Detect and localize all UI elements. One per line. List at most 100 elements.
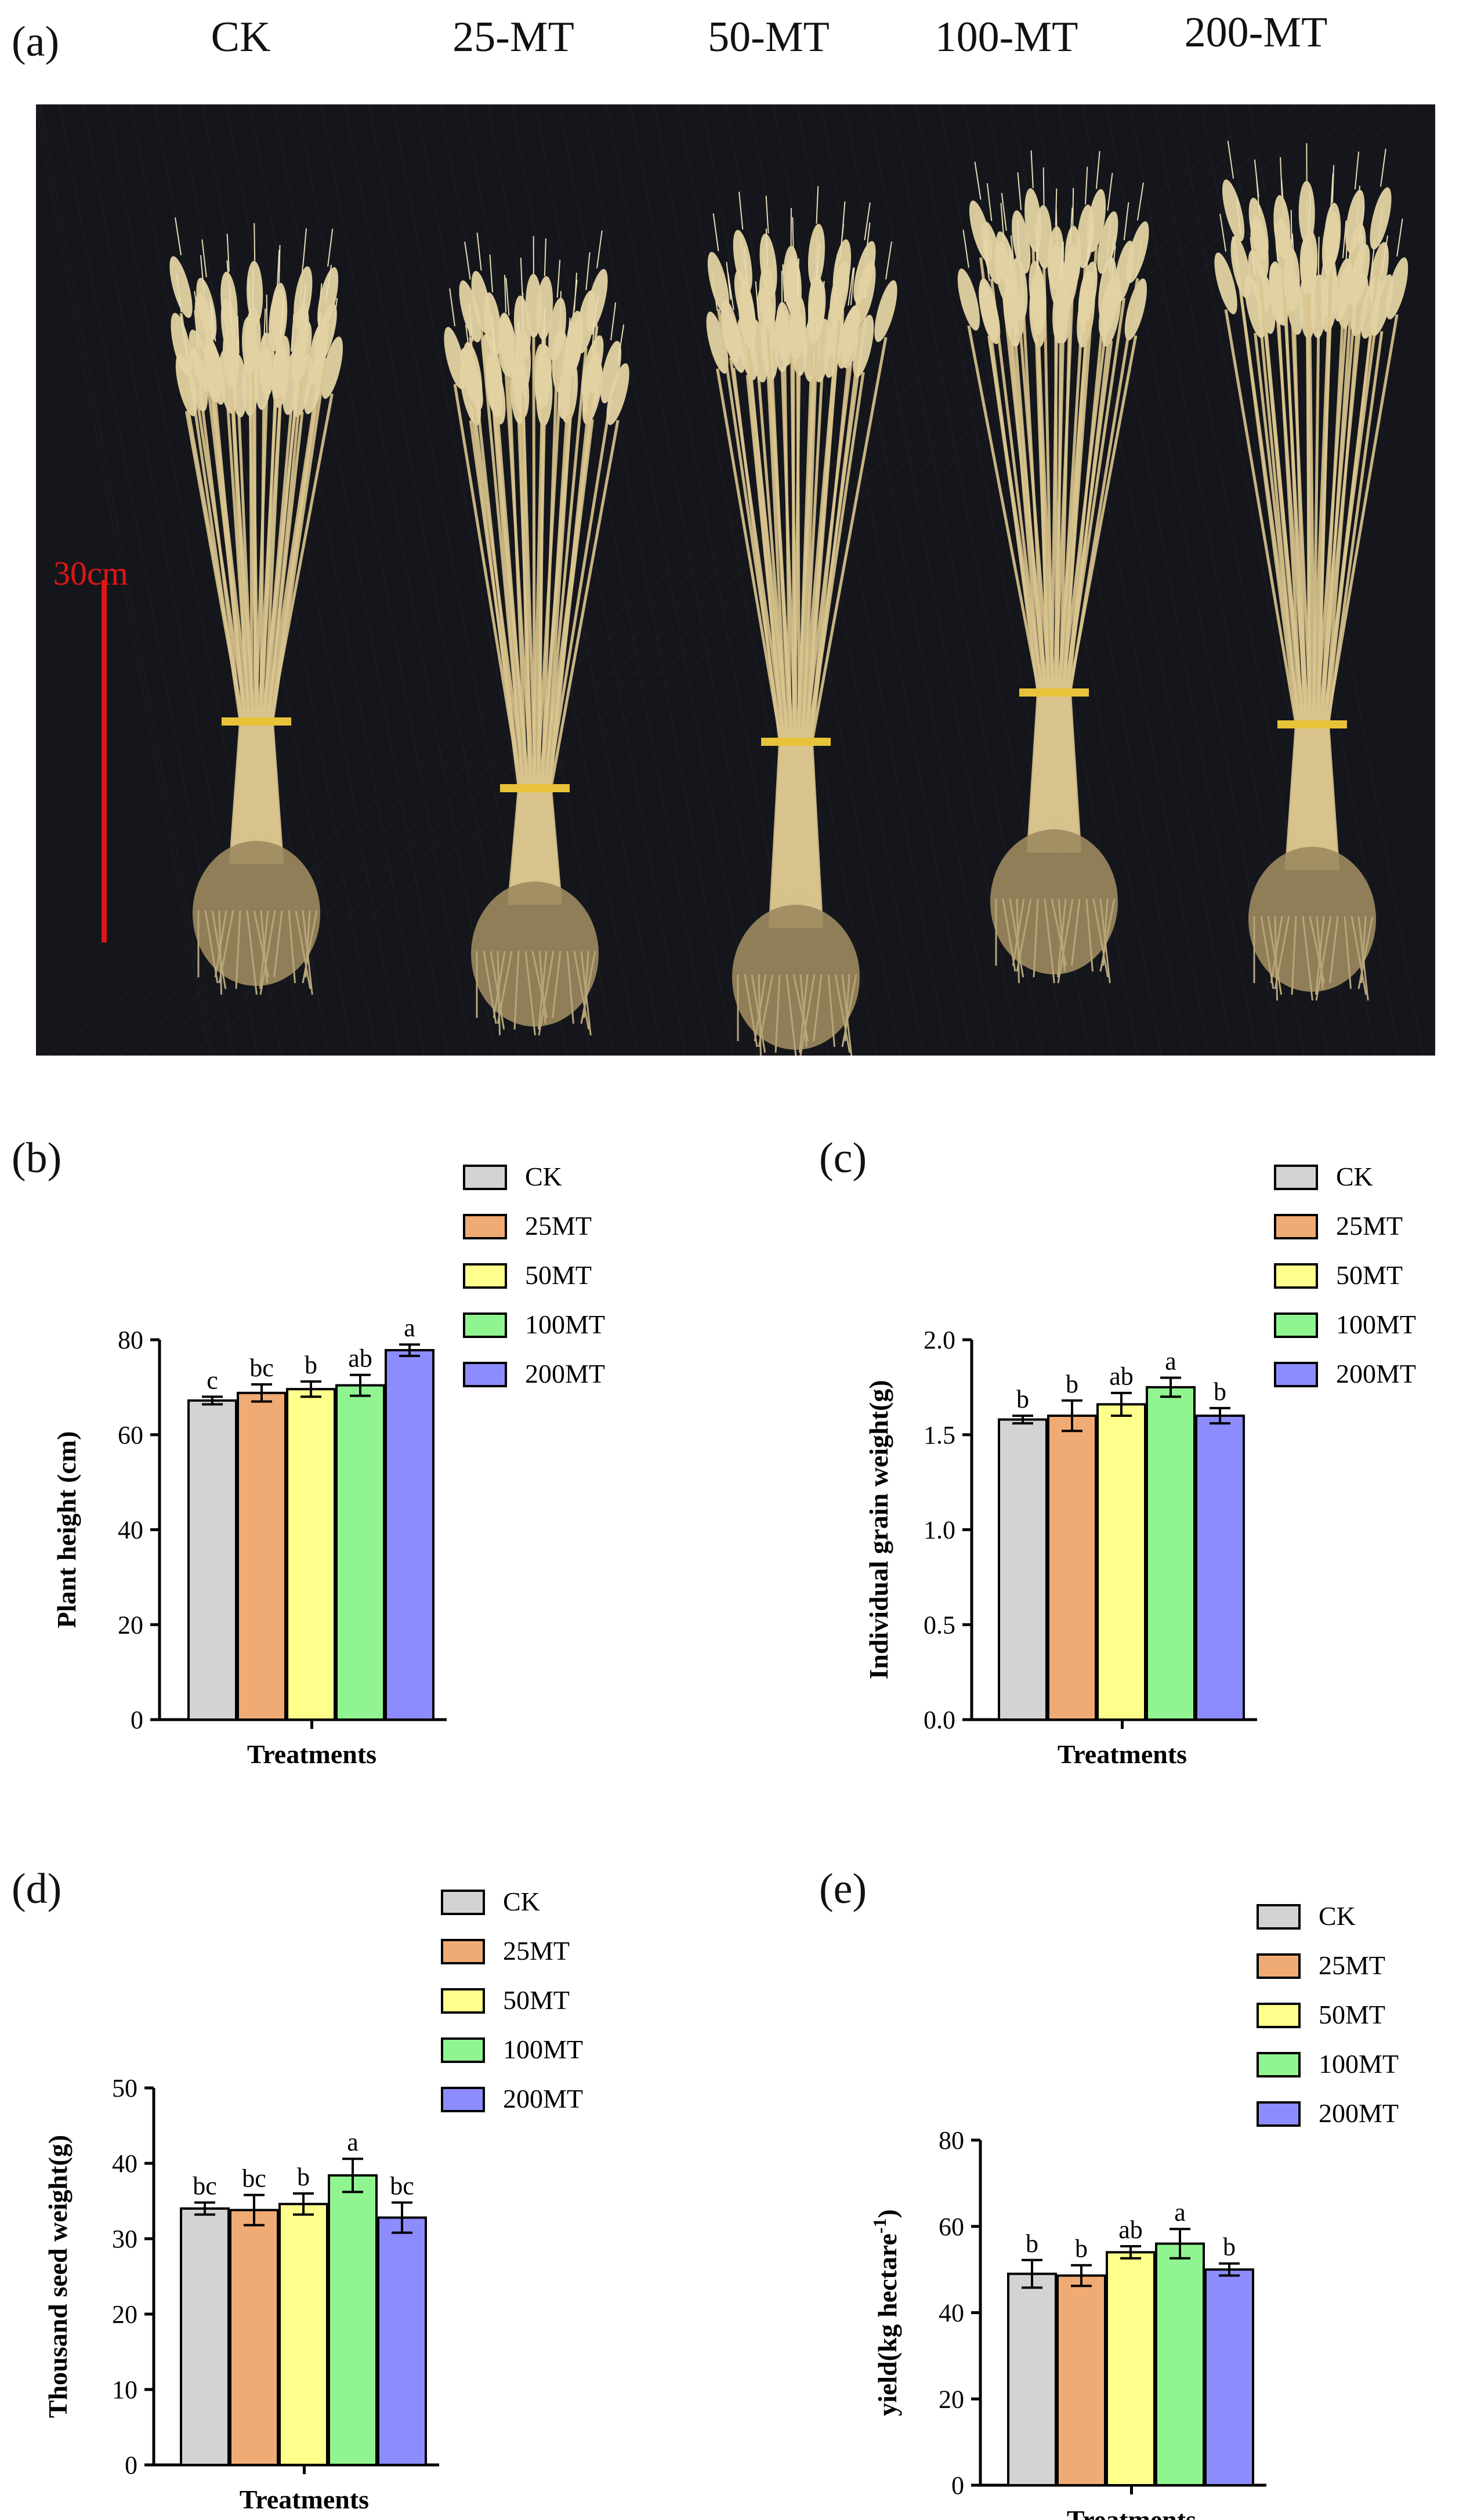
svg-text:25MT: 25MT: [525, 1211, 592, 1241]
bar-100mt: [328, 2174, 378, 2467]
error-bar: [1012, 1415, 1033, 1425]
y-tick-label: 0.5: [924, 1611, 955, 1639]
y-tick-label: 2.0: [924, 1326, 955, 1354]
chart-plant-height: 0 20 40 60 80 c bc b ab a Treatments Plant height (…: [52, 1162, 605, 1769]
significance-label: c: [207, 1366, 218, 1394]
bar-100mt: [1155, 2242, 1205, 2486]
x-axis-title: Treatments: [247, 1739, 376, 1769]
error-bar: [1111, 1391, 1132, 1417]
bar-200mt: [377, 2216, 427, 2467]
x-axis-title: Treatments: [1067, 2505, 1196, 2520]
legend-item-50mt: 50MT: [441, 1985, 570, 2015]
error-bar: [350, 1373, 371, 1397]
significance-label: ab: [1118, 2216, 1143, 2244]
svg-text:CK: CK: [503, 1887, 540, 1916]
y-tick-label: 0.0: [924, 1706, 955, 1734]
bar-50mt: [1096, 1403, 1146, 1721]
panel-b-label: (b): [12, 1134, 62, 1182]
y-tick-label: 1.5: [924, 1421, 955, 1449]
treatment-label-ck: CK: [211, 13, 271, 61]
bar-ck: [180, 2207, 230, 2466]
bar-ck: [998, 1418, 1048, 1721]
y-tick-label: 0: [131, 1706, 143, 1734]
error-bar: [392, 2201, 412, 2234]
significance-label: a: [347, 2128, 359, 2156]
legend-item-ck: CK: [463, 1162, 562, 1191]
legend-item-ck: CK: [1274, 1162, 1373, 1191]
bar-25mt: [229, 2209, 279, 2467]
legend-item-25mt: 25MT: [1274, 1211, 1403, 1241]
panel-c-label: (c): [819, 1134, 867, 1182]
legend-item-100mt: 100MT: [463, 1310, 605, 1339]
bar-50mt: [278, 2203, 328, 2466]
svg-text:200MT: 200MT: [525, 1359, 605, 1388]
y-tick-label: 40: [939, 2299, 964, 2327]
bar-50mt: [1106, 2251, 1156, 2486]
wheat-bundle: [444, 230, 629, 1036]
bar-25mt: [1056, 2274, 1106, 2487]
significance-label: bc: [193, 2172, 217, 2200]
significance-label: b: [1066, 1370, 1078, 1398]
legend-item-50mt: 50MT: [1274, 1260, 1403, 1290]
y-axis-title: Plant height (cm): [52, 1431, 81, 1629]
svg-text:CK: CK: [1319, 1901, 1356, 1931]
svg-text:50MT: 50MT: [525, 1260, 592, 1290]
wheat-bundle: [1214, 140, 1409, 1001]
significance-label: ab: [1109, 1362, 1134, 1391]
error-bar: [399, 1343, 420, 1357]
significance-label: bc: [390, 2172, 414, 2200]
scale-bar: [102, 580, 107, 942]
y-tick-label: 60: [939, 2213, 964, 2241]
x-axis-title: Treatments: [240, 2485, 369, 2514]
error-bar: [300, 1380, 321, 1398]
legend-item-50mt: 50MT: [463, 1260, 592, 1290]
significance-label: b: [1075, 2235, 1088, 2263]
panel-a-label: (a): [12, 18, 60, 66]
y-tick-label: 0: [951, 2471, 964, 2500]
legend-item-25mt: 25MT: [441, 1936, 570, 1966]
y-tick-label: 1.0: [924, 1516, 955, 1544]
svg-text:200MT: 200MT: [1319, 2098, 1399, 2128]
bar-200mt: [1195, 1415, 1245, 1721]
bar-50mt: [286, 1388, 336, 1721]
y-tick-label: 40: [112, 2149, 137, 2178]
legend-item-ck: CK: [441, 1887, 540, 1916]
error-bar: [1062, 1399, 1082, 1433]
svg-text:25MT: 25MT: [503, 1936, 570, 1966]
bar-200mt: [1204, 2268, 1254, 2486]
significance-label: b: [1214, 1377, 1226, 1406]
legend-item-100mt: 100MT: [441, 2035, 583, 2064]
bar-200mt: [385, 1349, 435, 1721]
treatment-label-25mt: 25-MT: [452, 13, 574, 61]
y-axis-title: yield(kg hectare-1): [869, 2209, 902, 2416]
error-bar: [342, 2158, 363, 2193]
x-axis-title: Treatments: [1058, 1739, 1187, 1769]
significance-label: a: [1174, 2198, 1186, 2227]
error-bar: [1022, 2258, 1042, 2289]
significance-label: bc: [242, 2164, 266, 2193]
error-bar: [1071, 2264, 1092, 2287]
significance-label: a: [1165, 1347, 1176, 1376]
bar-25mt: [237, 1391, 287, 1721]
y-tick-label: 20: [118, 1611, 143, 1639]
wheat-bundle: [706, 186, 897, 1056]
chart-grain-weight: 0.00.51.01.52.0bb ababTreatmentsIndividua…: [864, 1162, 1416, 1769]
y-tick-label: 20: [939, 2385, 964, 2413]
svg-text:CK: CK: [1336, 1162, 1373, 1191]
panel-e-label: (e): [819, 1865, 867, 1913]
bar-ck: [1007, 2272, 1057, 2486]
legend-item-25mt: 25MT: [463, 1211, 592, 1241]
svg-text:100MT: 100MT: [1336, 1310, 1416, 1339]
scale-bar-label: 30cm: [53, 554, 128, 592]
wheat-bundle: [957, 150, 1149, 984]
y-axis-title: Individual grain weight(g): [864, 1380, 893, 1679]
svg-text:100MT: 100MT: [1319, 2049, 1399, 2079]
svg-text:200MT: 200MT: [1336, 1359, 1416, 1388]
y-tick-label: 0: [125, 2451, 137, 2479]
significance-label: b: [305, 1351, 317, 1379]
bar-100mt: [1146, 1386, 1196, 1721]
significance-label: a: [404, 1314, 415, 1342]
treatment-label-200mt: 200-MT: [1184, 9, 1328, 56]
